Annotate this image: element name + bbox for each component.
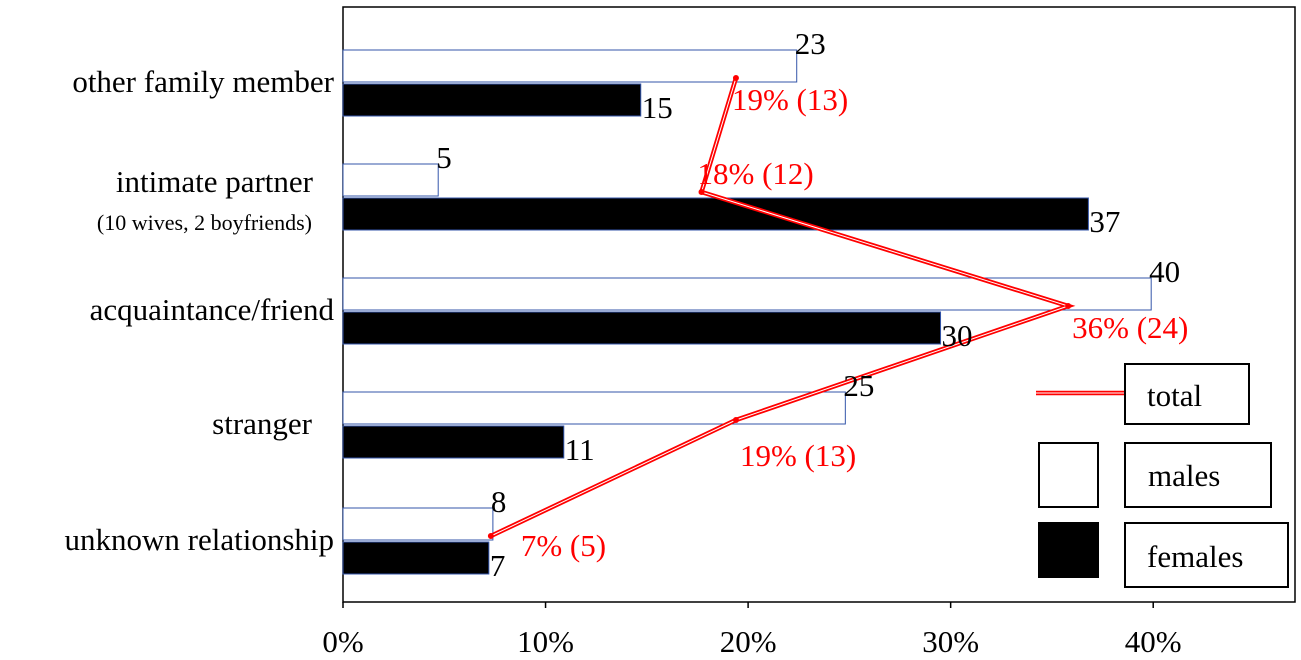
legend-females-box xyxy=(1124,522,1289,588)
total-point xyxy=(698,189,705,195)
legend-females-swatch xyxy=(1038,522,1099,578)
bar-females xyxy=(342,83,642,117)
bar-males xyxy=(342,507,494,541)
data-label-males: 23 xyxy=(795,26,826,61)
total-point xyxy=(732,417,739,423)
x-axis: 0% 10% 20% 30% 40% xyxy=(322,602,1182,659)
legend: total males females xyxy=(1036,363,1289,588)
data-label-females: 15 xyxy=(642,90,673,125)
bars-layer xyxy=(342,49,1152,575)
data-label-males: 8 xyxy=(491,484,507,519)
data-label-females: 11 xyxy=(565,432,595,467)
x-tick-label: 30% xyxy=(922,624,979,659)
bar-males xyxy=(342,163,439,197)
category-label: stranger xyxy=(212,406,313,441)
category-label: unknown relationship xyxy=(65,522,335,557)
legend-males-box xyxy=(1124,442,1272,508)
legend-females-label: females xyxy=(1147,539,1243,574)
x-tick-label: 20% xyxy=(720,624,777,659)
data-label-females: 37 xyxy=(1089,204,1120,239)
bar-females xyxy=(342,425,565,459)
data-label-males: 40 xyxy=(1149,254,1180,289)
data-label-total: 7% (5) xyxy=(521,528,606,563)
legend-males-label: males xyxy=(1148,458,1220,493)
total-point xyxy=(732,75,739,81)
data-label-total: 18% (12) xyxy=(698,156,814,191)
legend-total-box xyxy=(1124,363,1250,425)
x-tick-label: 0% xyxy=(322,624,363,659)
bar-males xyxy=(342,277,1152,311)
x-tick-label: 10% xyxy=(517,624,574,659)
bar-females xyxy=(342,541,490,575)
total-point xyxy=(1065,303,1072,309)
bar-females xyxy=(342,311,942,345)
legend-total-label: total xyxy=(1147,378,1202,413)
labels-layer: other family member intimate partner (10 w… xyxy=(65,26,1189,583)
category-label: acquaintance/friend xyxy=(90,292,335,327)
data-label-females: 30 xyxy=(942,318,973,353)
legend-males-swatch xyxy=(1038,442,1099,508)
bar-males xyxy=(342,391,846,425)
bar-males xyxy=(342,49,798,83)
category-label: intimate partner xyxy=(116,164,314,199)
data-label-females: 7 xyxy=(490,548,506,583)
data-label-total: 19% (13) xyxy=(732,82,848,117)
data-label-males: 25 xyxy=(843,368,874,403)
category-label: other family member xyxy=(72,64,334,99)
bar-females xyxy=(342,197,1089,231)
total-point xyxy=(487,533,494,539)
data-label-males: 5 xyxy=(436,140,452,175)
data-label-total: 36% (24) xyxy=(1072,310,1188,345)
total-line-layer xyxy=(487,75,1076,539)
x-tick-label: 40% xyxy=(1125,624,1182,659)
data-label-total: 19% (13) xyxy=(740,438,856,473)
category-sublabel: (10 wives, 2 boyfriends) xyxy=(97,210,312,235)
